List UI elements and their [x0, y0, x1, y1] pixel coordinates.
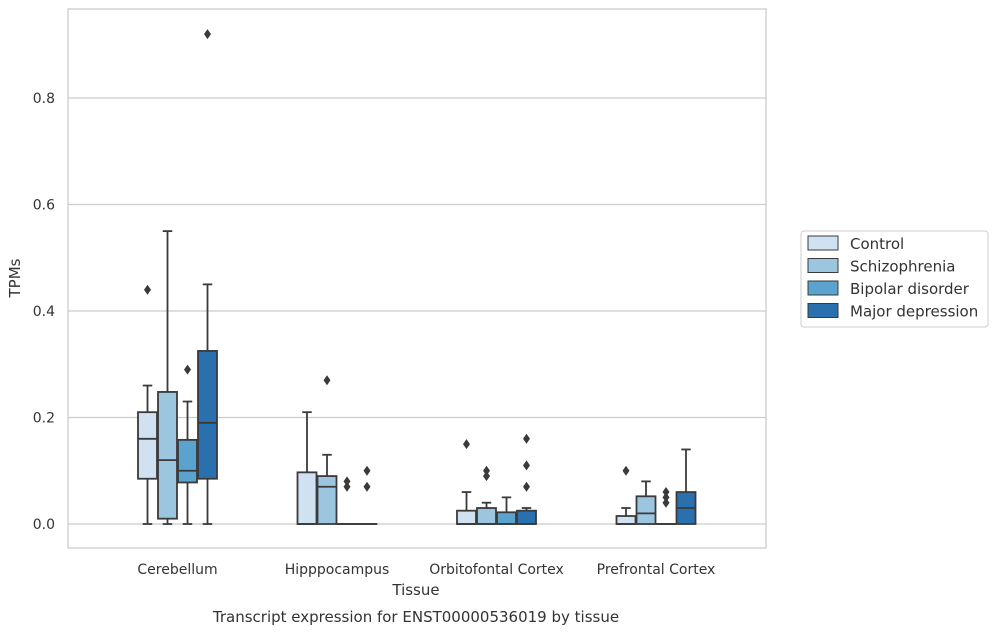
outlier-point [144, 284, 151, 295]
outlier-point [523, 481, 530, 492]
plot-frame [67, 8, 767, 549]
box-body [615, 515, 637, 525]
box-body [177, 438, 198, 484]
box-3-0 [615, 465, 637, 525]
box-body [635, 495, 657, 525]
legend-swatch [807, 258, 839, 273]
y-tick-label: 0.8 [33, 91, 55, 107]
box-body [197, 350, 218, 480]
box-3-3 [675, 448, 697, 525]
box-body [476, 507, 497, 525]
legend: Control Schizophrenia Bipolar disorder Majo… [800, 230, 989, 328]
legend-swatch [807, 303, 839, 318]
box-body [316, 475, 338, 525]
box-1-2 [336, 476, 358, 525]
box-body [157, 391, 178, 520]
outlier-point [483, 471, 490, 482]
outlier-point [363, 465, 371, 476]
outlier-point [662, 492, 670, 503]
box-body [516, 509, 537, 525]
outlier-point [323, 375, 331, 386]
outlier-point [523, 460, 530, 471]
box-2-2 [496, 496, 517, 525]
box-0-3 [197, 29, 218, 525]
box-0-1 [157, 230, 178, 525]
legend-label: Major depression [850, 303, 978, 321]
outlier-point [184, 364, 191, 375]
outlier-point [622, 465, 630, 476]
legend-frame [800, 230, 989, 328]
outlier-point [662, 497, 670, 508]
box-3-2 [655, 487, 677, 525]
y-axis-ticks: 0.0 0.2 0.4 0.6 0.8 [33, 91, 55, 533]
outlier-point [343, 481, 351, 492]
x-tick-label: Orbitofontal Cortex [429, 562, 564, 578]
box-0-2 [177, 364, 198, 525]
outlier-point [363, 481, 371, 492]
figure-caption: Transcript expression for ENST0000053601… [212, 608, 619, 626]
y-tick-label: 0.4 [33, 304, 55, 320]
box-2-1 [476, 465, 497, 525]
legend-label: Bipolar disorder [850, 280, 970, 298]
y-tick-label: 0.6 [33, 198, 55, 214]
box-body [456, 509, 477, 525]
outlier-point [662, 487, 670, 498]
legend-swatch [807, 235, 839, 251]
y-tick-label: 0.0 [33, 517, 55, 533]
box-2-0 [456, 439, 477, 525]
x-axis-ticks: Cerebellum Hipppocampus Orbitofontal Corte… [137, 562, 715, 578]
legend-label: Schizophrenia [850, 258, 955, 276]
box-1-0 [296, 411, 318, 525]
legend-swatch [807, 280, 839, 296]
box-1-1 [316, 375, 338, 525]
outlier-point [343, 476, 351, 487]
x-tick-label: Hipppocampus [285, 562, 390, 578]
outlier-point [204, 29, 211, 40]
outlier-point [463, 439, 470, 450]
outlier-point [483, 465, 490, 476]
y-tick-label: 0.2 [33, 411, 55, 427]
box-0-0 [137, 284, 158, 525]
box-body [496, 511, 517, 525]
y-axis-title: TPMs [6, 258, 24, 298]
x-tick-label: Prefrontal Cortex [597, 562, 716, 578]
legend-label: Control [850, 235, 904, 253]
x-axis-title: Tissue [391, 581, 439, 599]
box-body [296, 471, 318, 525]
box-3-1 [635, 480, 657, 525]
x-tick-label: Cerebellum [137, 562, 217, 578]
outlier-point [523, 433, 530, 444]
box-body [137, 411, 158, 480]
box-groups [137, 29, 697, 525]
box-1-3 [356, 465, 378, 525]
box-2-3 [516, 433, 537, 525]
